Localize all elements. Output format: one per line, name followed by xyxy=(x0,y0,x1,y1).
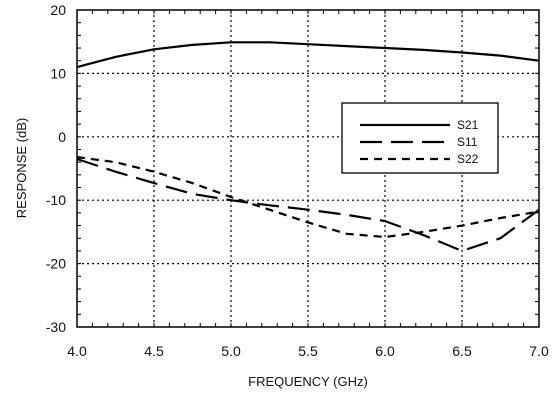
x-tick-label: 7.0 xyxy=(529,343,549,359)
legend-box xyxy=(341,102,499,174)
y-tick-label: 20 xyxy=(50,2,66,18)
series-lines xyxy=(76,41,540,252)
x-tick-label: 4.5 xyxy=(144,343,164,359)
y-tick-label: 0 xyxy=(58,129,66,145)
series-line-s21 xyxy=(76,41,540,69)
x-tick-label: 5.5 xyxy=(298,343,318,359)
x-tick-labels: 4.0 4.5 5.0 5.5 6.0 6.5 7.0 xyxy=(67,343,549,359)
y-tick-label: -30 xyxy=(46,319,66,335)
x-tick-label: 6.0 xyxy=(375,343,395,359)
legend: S21 S11 S22 xyxy=(341,102,499,174)
series-line-s11 xyxy=(76,157,540,252)
x-axis-label: FREQUENCY (GHz) xyxy=(248,374,368,389)
series-line-s22 xyxy=(76,156,540,239)
y-tick-labels: -30 -20 -10 0 10 20 xyxy=(46,2,66,335)
legend-label-s21: S21 xyxy=(457,118,479,132)
x-tick-label: 4.0 xyxy=(67,343,87,359)
plot-frame xyxy=(76,9,540,328)
grid-lines xyxy=(77,10,539,327)
y-axis-label: RESPONSE (dB) xyxy=(14,118,29,218)
y-tick-label: -10 xyxy=(46,192,66,208)
y-tick-label: 10 xyxy=(50,65,66,81)
legend-label-s22: S22 xyxy=(457,152,479,166)
x-tick-label: 6.5 xyxy=(452,343,472,359)
y-tick-label: -20 xyxy=(46,256,66,272)
legend-label-s11: S11 xyxy=(457,135,478,149)
x-tick-label: 5.0 xyxy=(221,343,241,359)
